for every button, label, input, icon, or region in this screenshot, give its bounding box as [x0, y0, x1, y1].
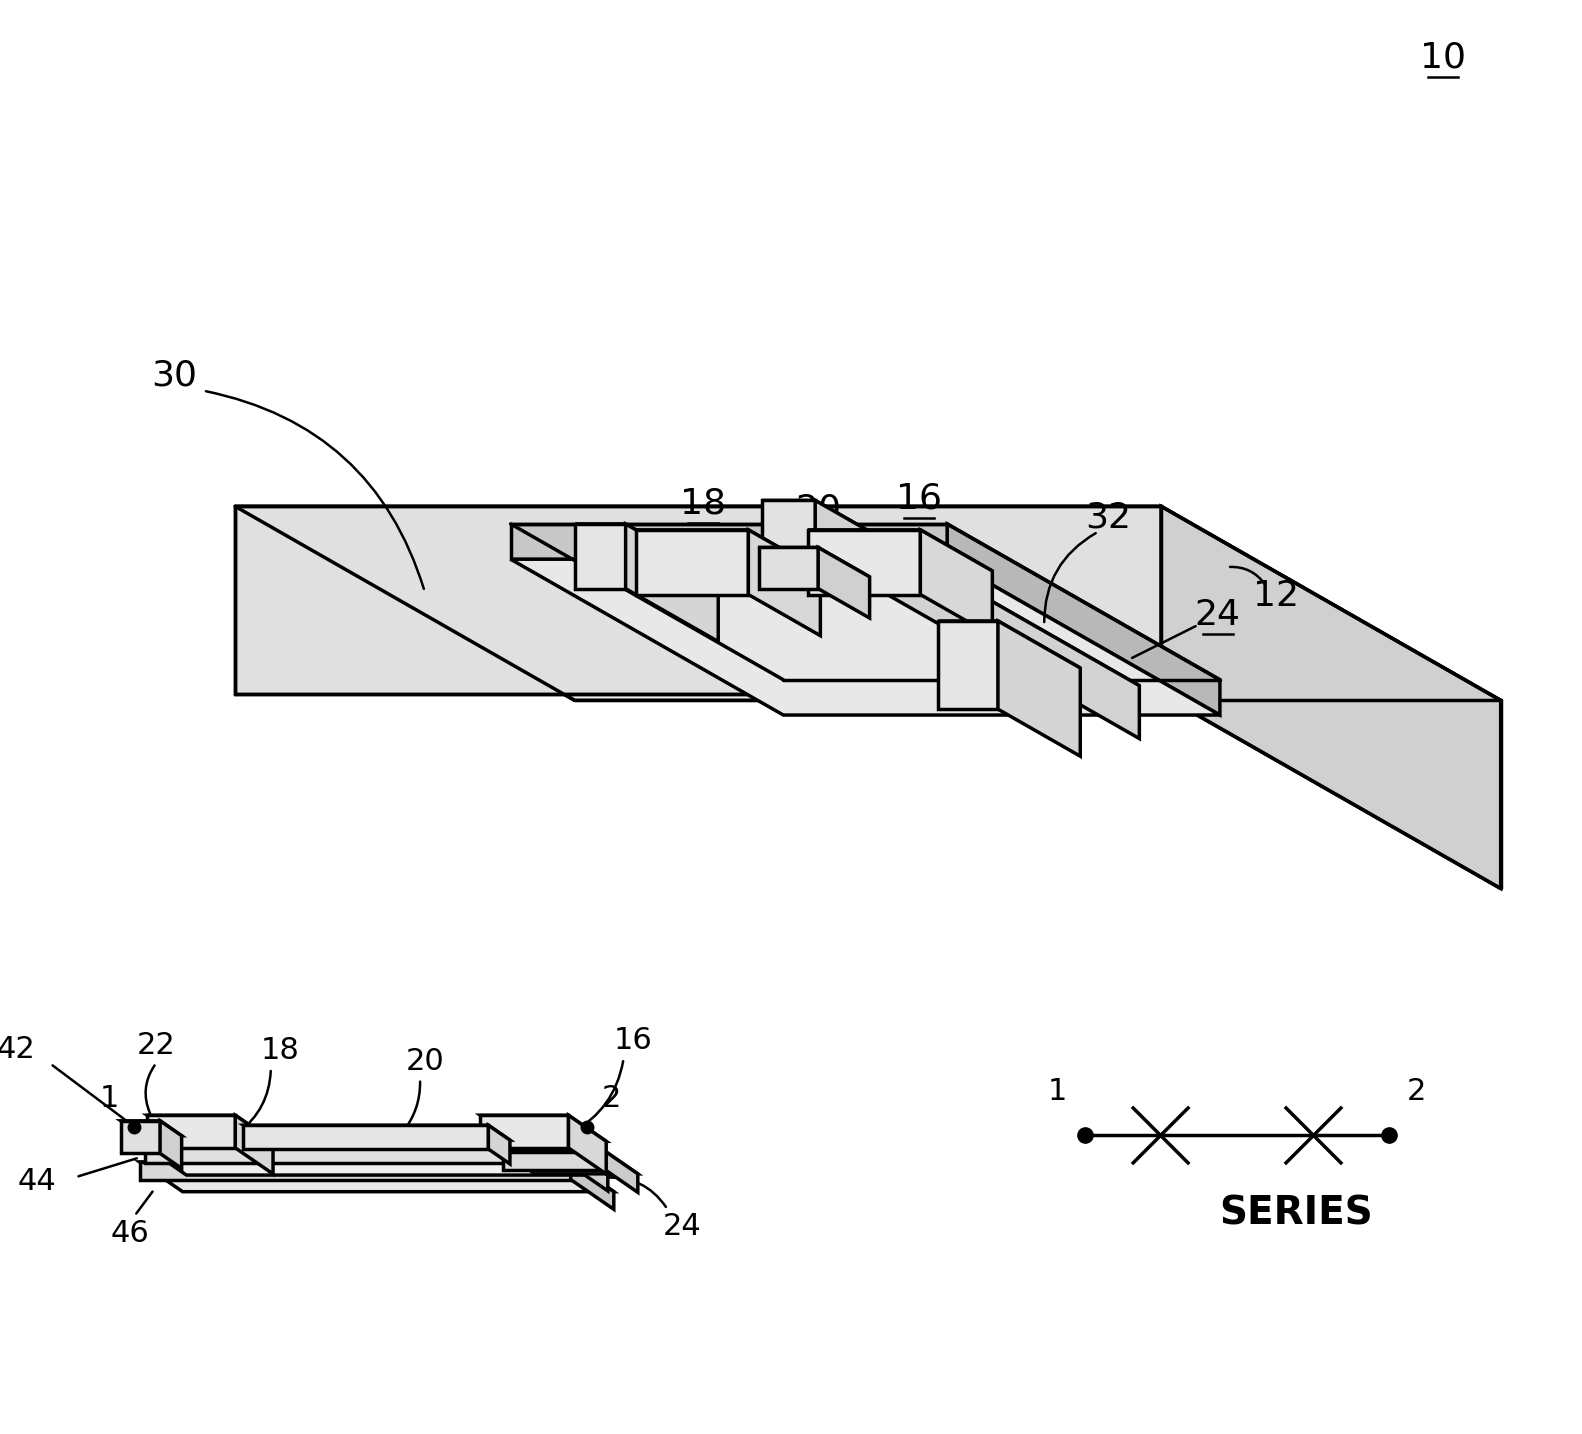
Polygon shape — [759, 548, 870, 576]
Text: 16: 16 — [895, 482, 941, 516]
Polygon shape — [244, 1126, 509, 1140]
Text: 32: 32 — [1085, 500, 1131, 533]
Polygon shape — [576, 523, 625, 588]
Text: 2: 2 — [603, 1084, 622, 1113]
Polygon shape — [244, 1126, 489, 1149]
Polygon shape — [503, 1152, 606, 1170]
Polygon shape — [759, 548, 818, 588]
Polygon shape — [938, 621, 998, 710]
Polygon shape — [503, 1152, 638, 1174]
Polygon shape — [748, 529, 821, 635]
Polygon shape — [948, 523, 1220, 716]
Polygon shape — [236, 1116, 274, 1174]
Text: 14: 14 — [967, 614, 1012, 648]
Polygon shape — [998, 621, 1081, 756]
Text: 42: 42 — [0, 1034, 36, 1064]
Polygon shape — [576, 523, 718, 576]
Polygon shape — [481, 1116, 568, 1147]
Polygon shape — [1161, 506, 1501, 889]
Text: 16: 16 — [614, 1027, 653, 1055]
Text: 20: 20 — [405, 1047, 445, 1076]
Polygon shape — [120, 1121, 182, 1136]
Text: 22: 22 — [136, 1031, 176, 1060]
Text: 2: 2 — [1406, 1077, 1425, 1106]
Polygon shape — [636, 529, 748, 595]
Polygon shape — [566, 1147, 607, 1192]
Polygon shape — [511, 523, 948, 559]
Polygon shape — [636, 529, 821, 571]
Polygon shape — [763, 500, 1139, 685]
Polygon shape — [808, 529, 921, 595]
Text: 46: 46 — [111, 1219, 149, 1248]
Polygon shape — [147, 1116, 236, 1147]
Polygon shape — [489, 1126, 509, 1164]
Polygon shape — [236, 506, 1501, 700]
Polygon shape — [568, 1116, 606, 1174]
Text: 44: 44 — [17, 1167, 57, 1196]
Polygon shape — [160, 1121, 182, 1169]
Polygon shape — [606, 1152, 638, 1193]
Text: 24: 24 — [663, 1212, 701, 1242]
Polygon shape — [139, 1162, 571, 1180]
Text: 18: 18 — [680, 486, 726, 521]
Polygon shape — [625, 523, 718, 641]
Polygon shape — [571, 1162, 614, 1209]
Text: 22: 22 — [595, 542, 641, 576]
Polygon shape — [818, 548, 870, 618]
Polygon shape — [815, 500, 1139, 739]
Text: 10: 10 — [1421, 40, 1467, 75]
Polygon shape — [921, 529, 992, 635]
Polygon shape — [120, 1121, 160, 1153]
Polygon shape — [139, 1162, 614, 1192]
Polygon shape — [481, 1116, 606, 1141]
Text: 30: 30 — [150, 358, 196, 393]
Polygon shape — [938, 621, 1081, 668]
Text: 20: 20 — [794, 492, 842, 526]
Polygon shape — [147, 1116, 274, 1141]
Text: 1: 1 — [100, 1084, 119, 1113]
Text: 24: 24 — [1194, 598, 1240, 632]
Polygon shape — [146, 1147, 566, 1163]
Polygon shape — [808, 529, 992, 571]
Text: SERIES: SERIES — [1220, 1195, 1373, 1233]
Polygon shape — [763, 500, 815, 554]
Polygon shape — [511, 559, 1220, 716]
Polygon shape — [236, 506, 1161, 694]
Text: 1: 1 — [1047, 1077, 1068, 1106]
Text: 18: 18 — [261, 1037, 301, 1065]
Text: 12: 12 — [1253, 579, 1299, 614]
Polygon shape — [146, 1147, 607, 1174]
